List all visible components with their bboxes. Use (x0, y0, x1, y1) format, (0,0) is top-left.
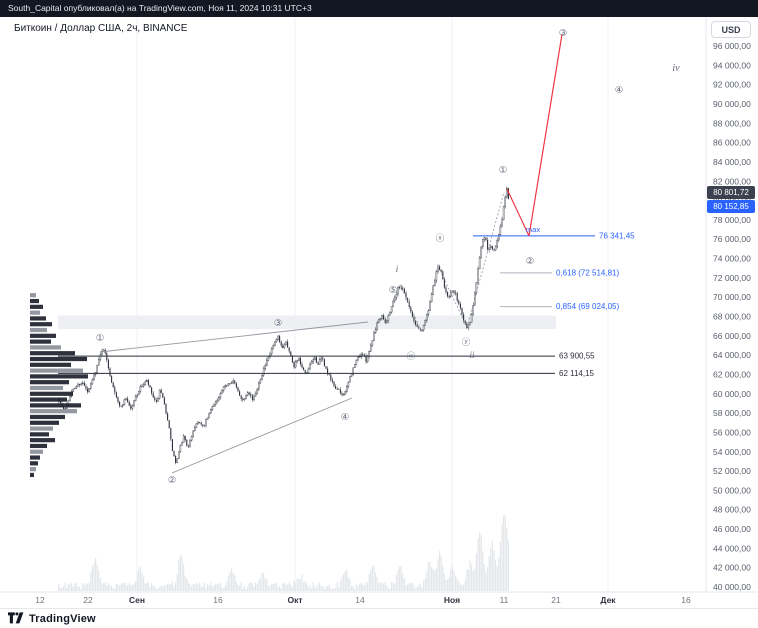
svg-text:54 000,00: 54 000,00 (713, 447, 751, 457)
svg-text:50 000,00: 50 000,00 (713, 485, 751, 495)
svg-text:76 341,45: 76 341,45 (599, 231, 635, 240)
axes: 96 000,00 94 000,00 92 000,00 90 000,00 88 0… (0, 17, 758, 605)
svg-text:60 000,00: 60 000,00 (713, 389, 751, 399)
svg-text:⑤: ⑤ (389, 285, 398, 296)
svg-text:④: ④ (341, 412, 350, 423)
svg-text:22: 22 (83, 595, 93, 605)
svg-text:③: ③ (274, 318, 283, 329)
svg-text:62 114,15: 62 114,15 (559, 369, 595, 378)
svg-text:42 000,00: 42 000,00 (713, 563, 751, 573)
svg-text:Дек: Дек (600, 595, 616, 605)
svg-text:16: 16 (213, 595, 223, 605)
drawings-lines (58, 34, 595, 474)
attribution-text: South_Capital опубликовал(а) на TradingV… (8, 3, 312, 13)
svg-text:56 000,00: 56 000,00 (713, 427, 751, 437)
svg-text:Окт: Окт (287, 595, 302, 605)
svg-text:58 000,00: 58 000,00 (713, 408, 751, 418)
tradingview-brand-link[interactable]: TradingView (29, 612, 96, 625)
snapshot-attribution-bar: South_Capital опубликовал(а) на TradingV… (0, 0, 758, 17)
svg-text:max: max (526, 225, 540, 234)
svg-text:Ноя: Ноя (444, 595, 460, 605)
svg-text:44 000,00: 44 000,00 (713, 543, 751, 553)
svg-text:ⓧ: ⓧ (436, 233, 445, 243)
svg-text:iv: iv (672, 63, 680, 74)
svg-text:③: ③ (559, 28, 568, 39)
svg-text:0,854 (69 024,05): 0,854 (69 024,05) (556, 302, 619, 311)
svg-text:94 000,00: 94 000,00 (713, 60, 751, 70)
svg-text:82 000,00: 82 000,00 (713, 176, 751, 186)
svg-text:66 000,00: 66 000,00 (713, 331, 751, 341)
svg-text:78 000,00: 78 000,00 (713, 215, 751, 225)
svg-text:④: ④ (615, 85, 624, 96)
svg-text:ⓨ: ⓨ (462, 337, 471, 347)
svg-text:63 900,55: 63 900,55 (559, 352, 595, 361)
svg-text:①: ① (96, 333, 105, 344)
svg-text:0,618 (72 514,81): 0,618 (72 514,81) (556, 268, 619, 277)
price-label-level: 80 801,72 (707, 186, 755, 199)
svg-text:92 000,00: 92 000,00 (713, 80, 751, 90)
svg-text:62 000,00: 62 000,00 (713, 369, 751, 379)
svg-text:16: 16 (681, 595, 691, 605)
svg-text:70 000,00: 70 000,00 (713, 292, 751, 302)
candlesticks (58, 186, 509, 465)
svg-text:68 000,00: 68 000,00 (713, 312, 751, 322)
svg-text:64 000,00: 64 000,00 (713, 350, 751, 360)
svg-text:90 000,00: 90 000,00 (713, 99, 751, 109)
svg-text:11: 11 (500, 595, 509, 605)
svg-text:ii: ii (469, 351, 475, 361)
svg-text:86 000,00: 86 000,00 (713, 138, 751, 148)
svg-text:46 000,00: 46 000,00 (713, 524, 751, 534)
price-label-current: 80 152,85 (707, 200, 755, 213)
svg-text:84 000,00: 84 000,00 (713, 157, 751, 167)
svg-text:①: ① (499, 165, 508, 176)
currency-toggle-button[interactable]: USD (711, 21, 751, 38)
svg-text:②: ② (526, 256, 535, 267)
svg-text:48 000,00: 48 000,00 (713, 505, 751, 515)
volume-histogram (58, 515, 509, 591)
svg-text:72 000,00: 72 000,00 (713, 273, 751, 283)
svg-text:88 000,00: 88 000,00 (713, 118, 751, 128)
svg-text:ⓦ: ⓦ (407, 351, 416, 361)
footer-bar: TradingView (0, 608, 758, 628)
svg-text:76 000,00: 76 000,00 (713, 234, 751, 244)
svg-text:i: i (396, 265, 399, 275)
volume-profile (30, 293, 88, 478)
svg-text:52 000,00: 52 000,00 (713, 466, 751, 476)
svg-text:②: ② (168, 475, 177, 486)
grid-and-zones (58, 17, 609, 592)
svg-text:40 000,00: 40 000,00 (713, 582, 751, 592)
tradingview-logo-icon[interactable] (8, 612, 24, 625)
symbol-title: Биткоин / Доллар США, 2ч, BINANCE (14, 23, 188, 34)
svg-text:12: 12 (35, 595, 45, 605)
svg-text:21: 21 (551, 595, 561, 605)
svg-text:96 000,00: 96 000,00 (713, 41, 751, 51)
svg-text:Сен: Сен (129, 595, 145, 605)
chart-labels: 63 900,55 62 114,15 76 341,45 0,618 (72 514… (96, 28, 680, 486)
svg-text:14: 14 (355, 595, 365, 605)
svg-text:74 000,00: 74 000,00 (713, 254, 751, 264)
